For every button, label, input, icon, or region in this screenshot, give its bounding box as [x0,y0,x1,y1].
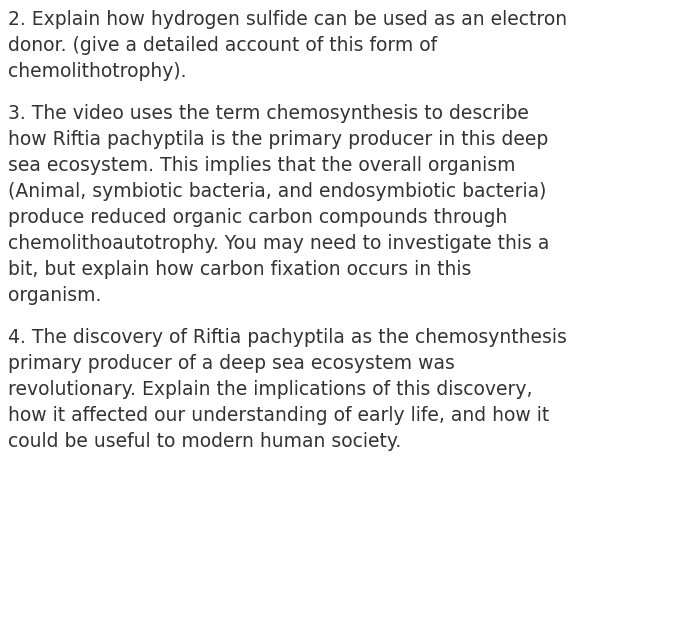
Text: could be useful to modern human society.: could be useful to modern human society. [8,432,401,451]
Text: organism.: organism. [8,286,101,305]
Text: (Animal, symbiotic bacteria, and endosymbiotic bacteria): (Animal, symbiotic bacteria, and endosym… [8,182,547,201]
Text: 3. The video uses the term chemosynthesis to describe: 3. The video uses the term chemosynthesi… [8,104,529,123]
Text: produce reduced organic carbon compounds through: produce reduced organic carbon compounds… [8,208,507,227]
Text: 2. Explain how hydrogen sulfide can be used as an electron: 2. Explain how hydrogen sulfide can be u… [8,10,567,29]
Text: revolutionary. Explain the implications of this discovery,: revolutionary. Explain the implications … [8,380,533,399]
Text: sea ecosystem. This implies that the overall organism: sea ecosystem. This implies that the ove… [8,156,515,175]
Text: chemolithotrophy).: chemolithotrophy). [8,62,186,81]
Text: chemolithoautotrophy. You may need to investigate this a: chemolithoautotrophy. You may need to in… [8,234,550,253]
Text: how it affected our understanding of early life, and how it: how it affected our understanding of ear… [8,406,550,425]
Text: bit, but explain how carbon fixation occurs in this: bit, but explain how carbon fixation occ… [8,260,471,279]
Text: primary producer of a deep sea ecosystem was: primary producer of a deep sea ecosystem… [8,354,455,373]
Text: how Riftia pachyptila is the primary producer in this deep: how Riftia pachyptila is the primary pro… [8,130,548,149]
Text: 4. The discovery of Riftia pachyptila as the chemosynthesis: 4. The discovery of Riftia pachyptila as… [8,328,567,347]
Text: donor. (give a detailed account of this form of: donor. (give a detailed account of this … [8,36,437,55]
